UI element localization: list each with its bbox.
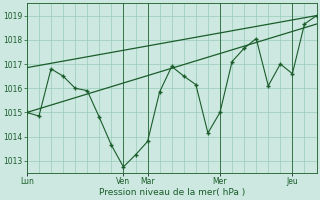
X-axis label: Pression niveau de la mer( hPa ): Pression niveau de la mer( hPa ) — [99, 188, 245, 197]
